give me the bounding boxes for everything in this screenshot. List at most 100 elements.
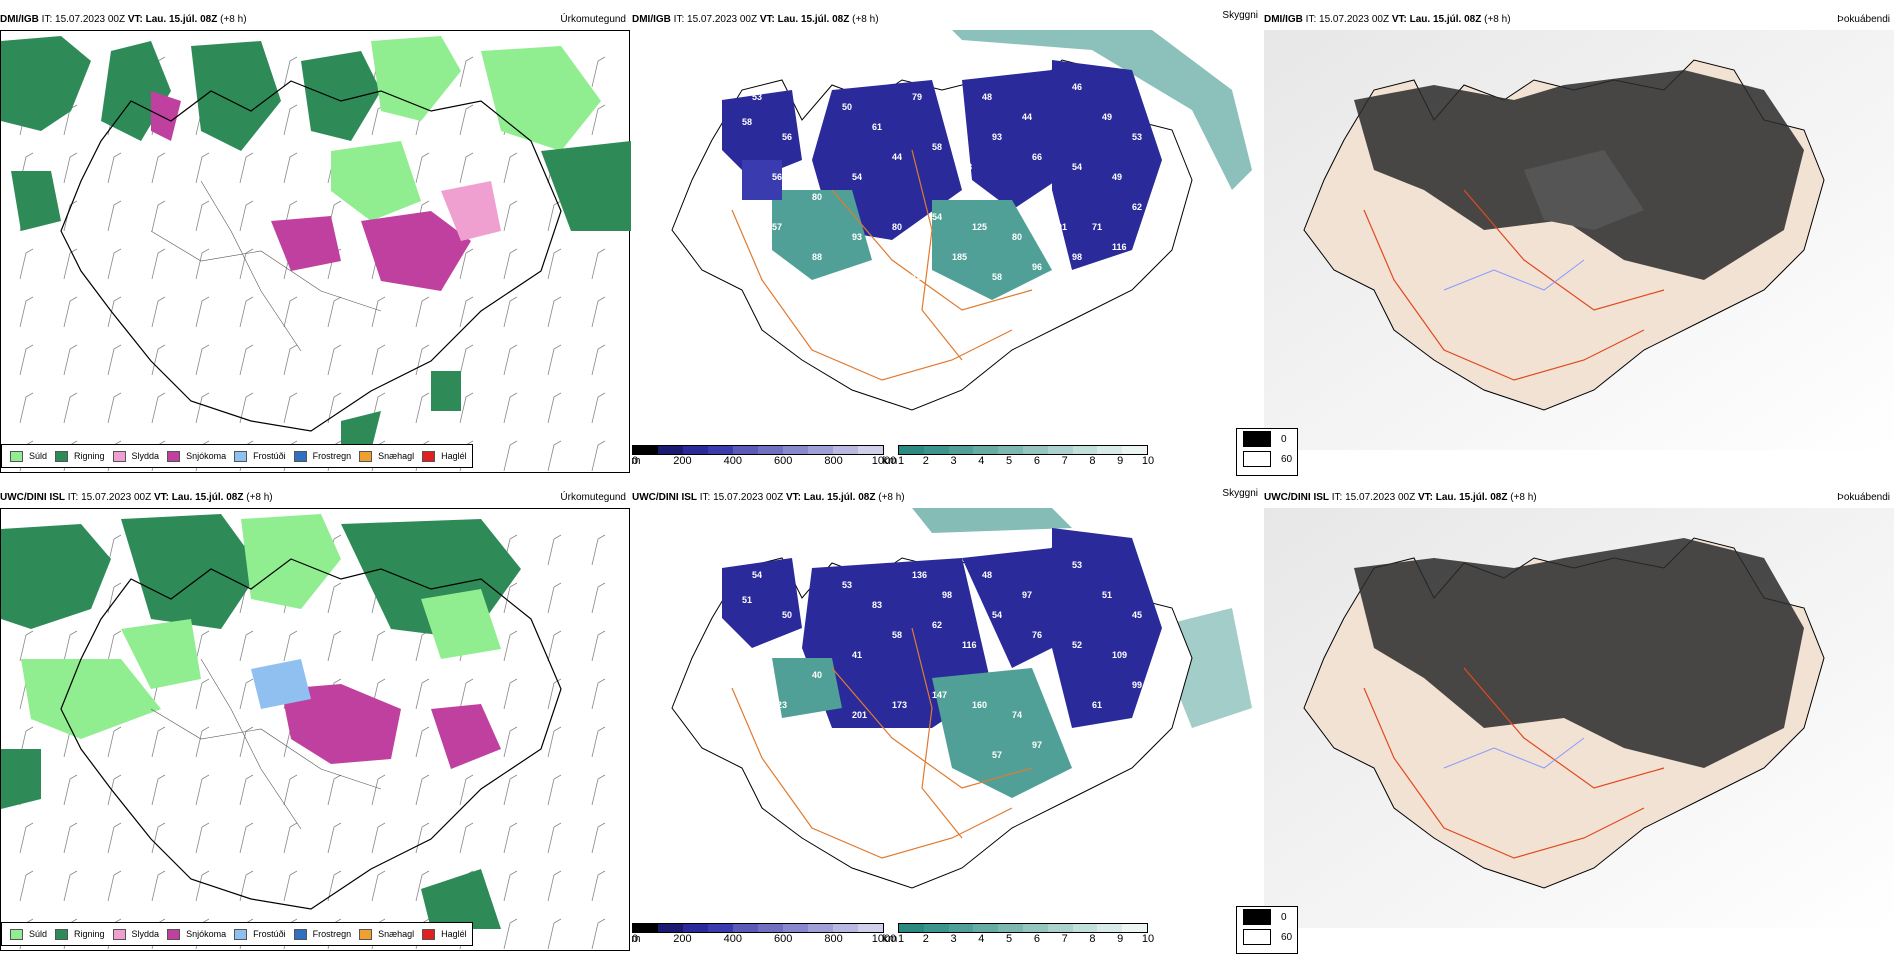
wind-barb xyxy=(107,296,122,328)
legend-item: Haglél xyxy=(422,450,467,462)
cloud-height-label: 123 xyxy=(772,700,787,710)
cloud-height-label: 97 xyxy=(1032,740,1042,750)
legend-item: Súld xyxy=(10,450,47,462)
scale-tick-label: 600 xyxy=(774,455,793,467)
cloud-height-label: 41 xyxy=(852,650,862,660)
wind-barb xyxy=(591,918,606,950)
wind-barb xyxy=(459,104,474,136)
scale-cell xyxy=(708,446,733,454)
wind-barb xyxy=(239,344,254,376)
scale-cell xyxy=(1122,446,1147,454)
model-name: UWC/DINI ISL xyxy=(632,492,697,503)
wind-barb xyxy=(503,870,518,902)
scale-cell xyxy=(758,446,783,454)
fog-legend-item: 60 xyxy=(1243,449,1297,469)
scale-tick-label: 400 xyxy=(723,455,742,467)
scale-tick-label: 800 xyxy=(824,933,843,945)
legend-swatch xyxy=(167,928,181,940)
wind-barb xyxy=(239,822,254,854)
wind-barb xyxy=(371,630,386,662)
legend-swatch xyxy=(1243,431,1271,447)
wind-barb xyxy=(239,200,254,232)
wind-barb xyxy=(107,344,122,376)
cloud-height-label: 50 xyxy=(842,102,852,112)
wind-barb xyxy=(327,822,342,854)
wind-barb xyxy=(283,104,298,136)
wind-barb xyxy=(591,822,606,854)
cloud-height-label: 57 xyxy=(772,222,782,232)
scale-cell xyxy=(998,446,1023,454)
wind-barb xyxy=(63,392,78,424)
cloud-height-label: 61 xyxy=(872,122,882,132)
wind-barb xyxy=(591,726,606,758)
scale-tick-label: 6 xyxy=(1033,455,1040,467)
wind-barb xyxy=(415,344,430,376)
wind-barb xyxy=(371,822,386,854)
cloud-height-labels: 81 54 51 50 53 83 136 98 48 97 53 51 45 52 40 41 58 62 116… xyxy=(727,540,1142,760)
wind-barb xyxy=(459,392,474,424)
wind-barb xyxy=(19,630,34,662)
cloud-height-label: 99 xyxy=(1132,680,1142,690)
panel-header: UWC/DINI ISL IT: 15.07.2023 00Z VT: Lau.… xyxy=(1264,488,1894,508)
wind-barb xyxy=(415,726,430,758)
fog-legend: 0 60 xyxy=(1236,428,1298,476)
scale-cell xyxy=(1097,924,1123,932)
cloud-height-labels: 97 53 58 56 50 61 79 98 48 44 46 49 53 56 80 54 44 58 88 93… xyxy=(727,62,1142,292)
legend-swatch xyxy=(234,450,248,462)
cloud-height-label: 88 xyxy=(812,252,822,262)
precip-map: Súld Rigning Slydda Snjókoma Frostúði Fr… xyxy=(0,508,630,951)
model-name: DMI/IGB xyxy=(1264,14,1303,25)
cloud-height-label: 40 xyxy=(812,670,822,680)
cloud-height-label: 147 xyxy=(932,690,947,700)
scale-cell xyxy=(733,446,758,454)
wind-barb xyxy=(63,630,78,662)
wind-barb xyxy=(591,582,606,614)
vt-value: Lau. 15.júl. 08Z xyxy=(145,14,218,25)
legend-item: Snjókoma xyxy=(167,450,226,462)
product-name: Úrkomutegund xyxy=(560,14,626,25)
cloud-height-label: 58 xyxy=(892,630,902,640)
cloud-height-label: 93 xyxy=(992,132,1002,142)
wind-barb xyxy=(19,248,34,280)
scale-cell xyxy=(783,446,808,454)
cloud-height-label: 44 xyxy=(1022,112,1032,122)
it-label: IT: xyxy=(41,14,53,25)
cloud-height-label: 53 xyxy=(1132,132,1142,142)
scale-tick-label: 1 xyxy=(898,933,905,945)
scale-cell xyxy=(683,924,708,932)
scale-cell xyxy=(1072,446,1098,454)
wind-barb xyxy=(459,774,474,806)
wind-barb xyxy=(547,392,562,424)
scale-tick-label: 4 xyxy=(978,933,985,945)
cloud-height-label: 80 xyxy=(812,192,822,202)
scale-tick-label: 5 xyxy=(1006,455,1013,467)
scale-tick-label: 8 xyxy=(1089,933,1096,945)
scale-tick-label: 600 xyxy=(774,933,793,945)
scale-cell xyxy=(658,924,683,932)
scale-cell xyxy=(998,924,1023,932)
cloud-height-label: 125 xyxy=(972,222,987,232)
cloud-scale-ticks: m 0 200 400 600 800 1000 xyxy=(631,455,897,467)
legend-item: Frostúði xyxy=(234,450,286,462)
fog-map: 0 60 xyxy=(1236,30,1894,476)
legend-item: Haglél xyxy=(422,928,467,940)
wind-barb xyxy=(547,344,562,376)
wind-barb xyxy=(547,822,562,854)
wind-barb xyxy=(371,870,386,902)
wind-barb xyxy=(415,774,430,806)
legend-item: Frostregn xyxy=(293,928,351,940)
wind-barb xyxy=(591,440,606,472)
cloud-height-label: 101 xyxy=(1052,222,1067,232)
wind-barb xyxy=(151,870,166,902)
scale-tick-label: 9 xyxy=(1117,455,1124,467)
scale-cell xyxy=(948,446,974,454)
legend-swatch xyxy=(10,450,23,462)
legend-swatch xyxy=(112,928,126,940)
wind-barb xyxy=(19,344,34,376)
cloud-height-label: 88 xyxy=(962,162,972,172)
legend-item: Rigning xyxy=(55,450,105,462)
product-name: Þokuábendi xyxy=(1837,492,1890,503)
wind-barb xyxy=(591,104,606,136)
wind-barb xyxy=(107,726,122,758)
legend-swatch xyxy=(55,928,69,940)
